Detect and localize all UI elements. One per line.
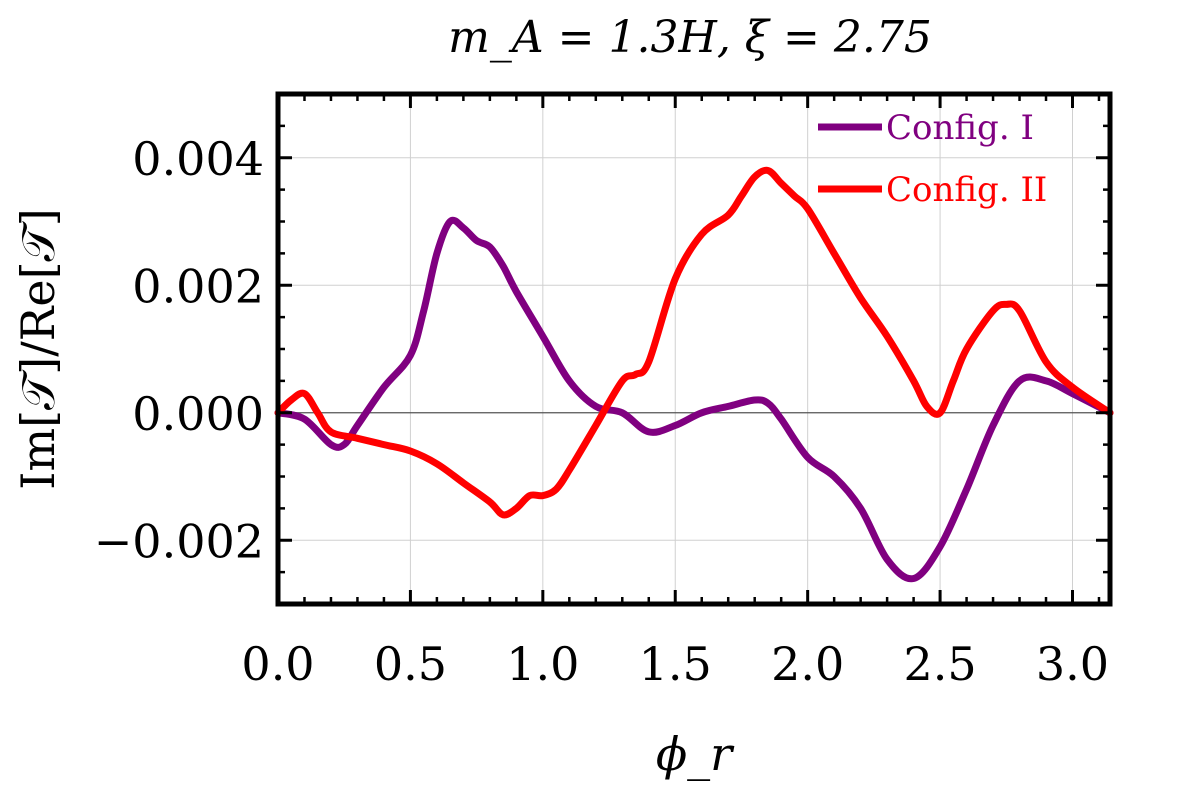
series-line-config-i <box>274 216 1114 583</box>
x-tick-label: 0.5 <box>374 637 447 691</box>
series-group <box>274 166 1114 583</box>
x-tick-label: 0.0 <box>241 637 314 691</box>
legend: Config. I Config. II <box>818 108 1047 210</box>
series-line-config-ii <box>274 166 1114 519</box>
x-tick-label: 1.0 <box>506 637 579 691</box>
x-tick-label: 2.5 <box>904 637 977 691</box>
y-tick-label: 0.004 <box>132 132 264 186</box>
x-axis-label: ϕ_r <box>656 727 735 781</box>
tick-labels: 0.0 0.5 1.0 1.5 2.0 2.5 3.0 −0.002 0.000 0.002 0.0… <box>94 132 1109 691</box>
plot-frame <box>275 91 1113 607</box>
y-axis-label: Im[𝒯]/Re[𝒯] <box>11 208 65 489</box>
y-tick-label: 0.002 <box>132 259 264 313</box>
x-tick-label: 2.0 <box>771 637 844 691</box>
y-tick-label: −0.002 <box>94 514 264 568</box>
chart-title: m_A = 1.3H, ξ = 2.75 <box>448 12 932 63</box>
x-tick-label: 1.5 <box>639 637 712 691</box>
legend-label-config-i: Config. I <box>886 108 1034 148</box>
legend-label-config-ii: Config. II <box>886 170 1047 210</box>
x-tick-label: 3.0 <box>1036 637 1109 691</box>
y-tick-label: 0.000 <box>132 387 264 441</box>
